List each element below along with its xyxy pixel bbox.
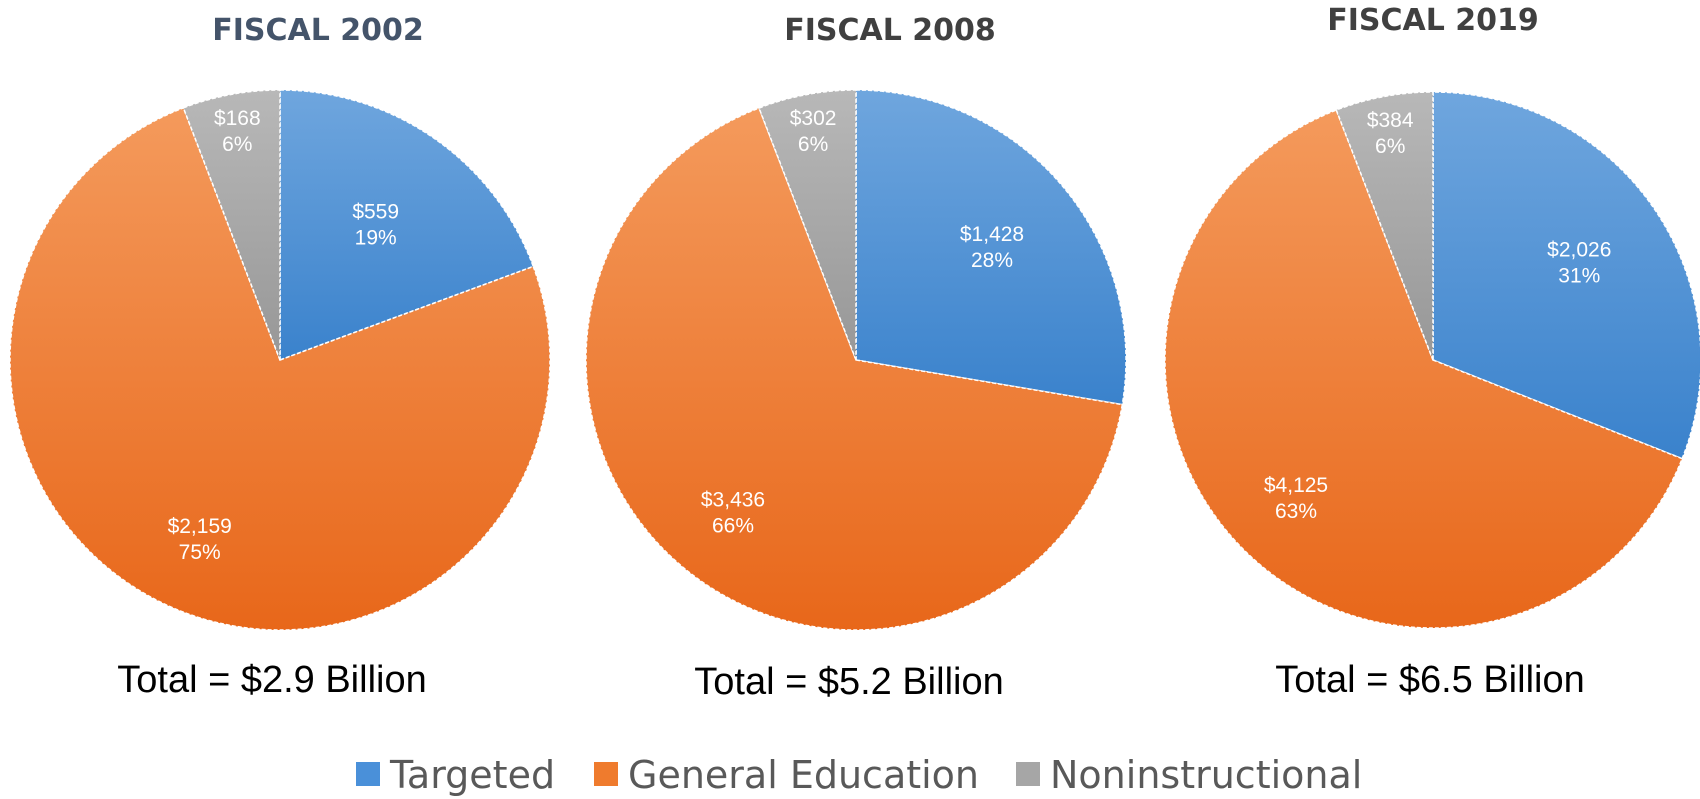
slice-labels: $1,428 28% $3,436 66% $302 6% — [701, 107, 1024, 537]
pie-chart-fiscal-2002: FISCAL 2002 $559 19% $2,159 75% $168 6% Total… — [9, 13, 551, 701]
slice-targeted — [279, 89, 535, 362]
slice-value-label: $3,436 — [701, 489, 765, 512]
total-label: Total = $5.2 Billion — [694, 661, 1003, 703]
slice-targeted — [855, 89, 1127, 406]
legend-label-general-education: General Education — [628, 753, 979, 797]
slice-general-education — [9, 106, 551, 631]
slice-value-label: $302 — [790, 107, 837, 130]
slice-labels: $2,026 31% $4,125 63% $384 6% — [1264, 109, 1612, 523]
legend-swatch-targeted — [356, 762, 380, 786]
slice-value-label: $1,428 — [960, 223, 1024, 246]
label-noninstructional: $168 6% — [214, 107, 261, 156]
slice-labels: $559 19% $2,159 75% $168 6% — [168, 107, 399, 564]
pie-chart-fiscal-2008: FISCAL 2008 $1,428 28% $3,436 66% $302 6% Tot… — [585, 13, 1127, 703]
slice-general-education — [585, 107, 1124, 631]
label-targeted: $559 19% — [352, 201, 399, 250]
slice-value-label: $559 — [352, 201, 399, 224]
pie-slices — [1164, 91, 1700, 629]
slice-general-education — [1164, 109, 1684, 629]
slice-value-label: $4,125 — [1264, 474, 1328, 497]
legend-label-noninstructional: Noninstructional — [1050, 753, 1362, 797]
label-general-education: $2,159 75% — [168, 515, 232, 564]
legend-swatch-general-education — [594, 762, 618, 786]
label-general-education: $4,125 63% — [1264, 474, 1328, 523]
slice-percent-label: 63% — [1275, 500, 1317, 523]
slice-noninstructional — [1335, 91, 1434, 361]
chart-title: FISCAL 2008 — [784, 13, 996, 48]
slice-percent-label: 6% — [798, 133, 828, 156]
label-noninstructional: $384 6% — [1367, 109, 1414, 158]
slice-value-label: $2,159 — [168, 515, 232, 538]
slice-value-label: $2,026 — [1547, 239, 1611, 262]
slice-noninstructional — [758, 89, 857, 361]
legend-swatch-noninstructional — [1016, 762, 1040, 786]
slice-percent-label: 31% — [1558, 265, 1600, 288]
total-label: Total = $6.5 Billion — [1275, 659, 1584, 701]
slice-targeted — [1432, 91, 1700, 460]
slice-percent-label: 28% — [971, 249, 1013, 272]
pie-slices — [585, 89, 1127, 631]
slice-percent-label: 6% — [222, 133, 252, 156]
slice-noninstructional — [182, 89, 281, 361]
slice-percent-label: 6% — [1375, 135, 1405, 158]
slice-percent-label: 66% — [712, 515, 754, 538]
chart-title: FISCAL 2019 — [1327, 3, 1539, 38]
pie-chart-fiscal-2019: FISCAL 2019 $2,026 31% $4,125 63% $384 6% Tot… — [1164, 3, 1700, 701]
label-targeted: $1,428 28% — [960, 223, 1024, 272]
label-noninstructional: $302 6% — [790, 107, 837, 156]
slice-percent-label: 19% — [355, 227, 397, 250]
slice-percent-label: 75% — [179, 541, 221, 564]
slice-value-label: $168 — [214, 107, 261, 130]
label-targeted: $2,026 31% — [1547, 239, 1611, 288]
chart-title: FISCAL 2002 — [212, 13, 424, 48]
legend: Targeted General Education Noninstructio… — [356, 753, 1362, 797]
total-label: Total = $2.9 Billion — [117, 659, 426, 701]
pie-slices — [9, 89, 551, 631]
legend-label-targeted: Targeted — [389, 753, 555, 797]
slice-value-label: $384 — [1367, 109, 1414, 132]
label-general-education: $3,436 66% — [701, 489, 765, 538]
